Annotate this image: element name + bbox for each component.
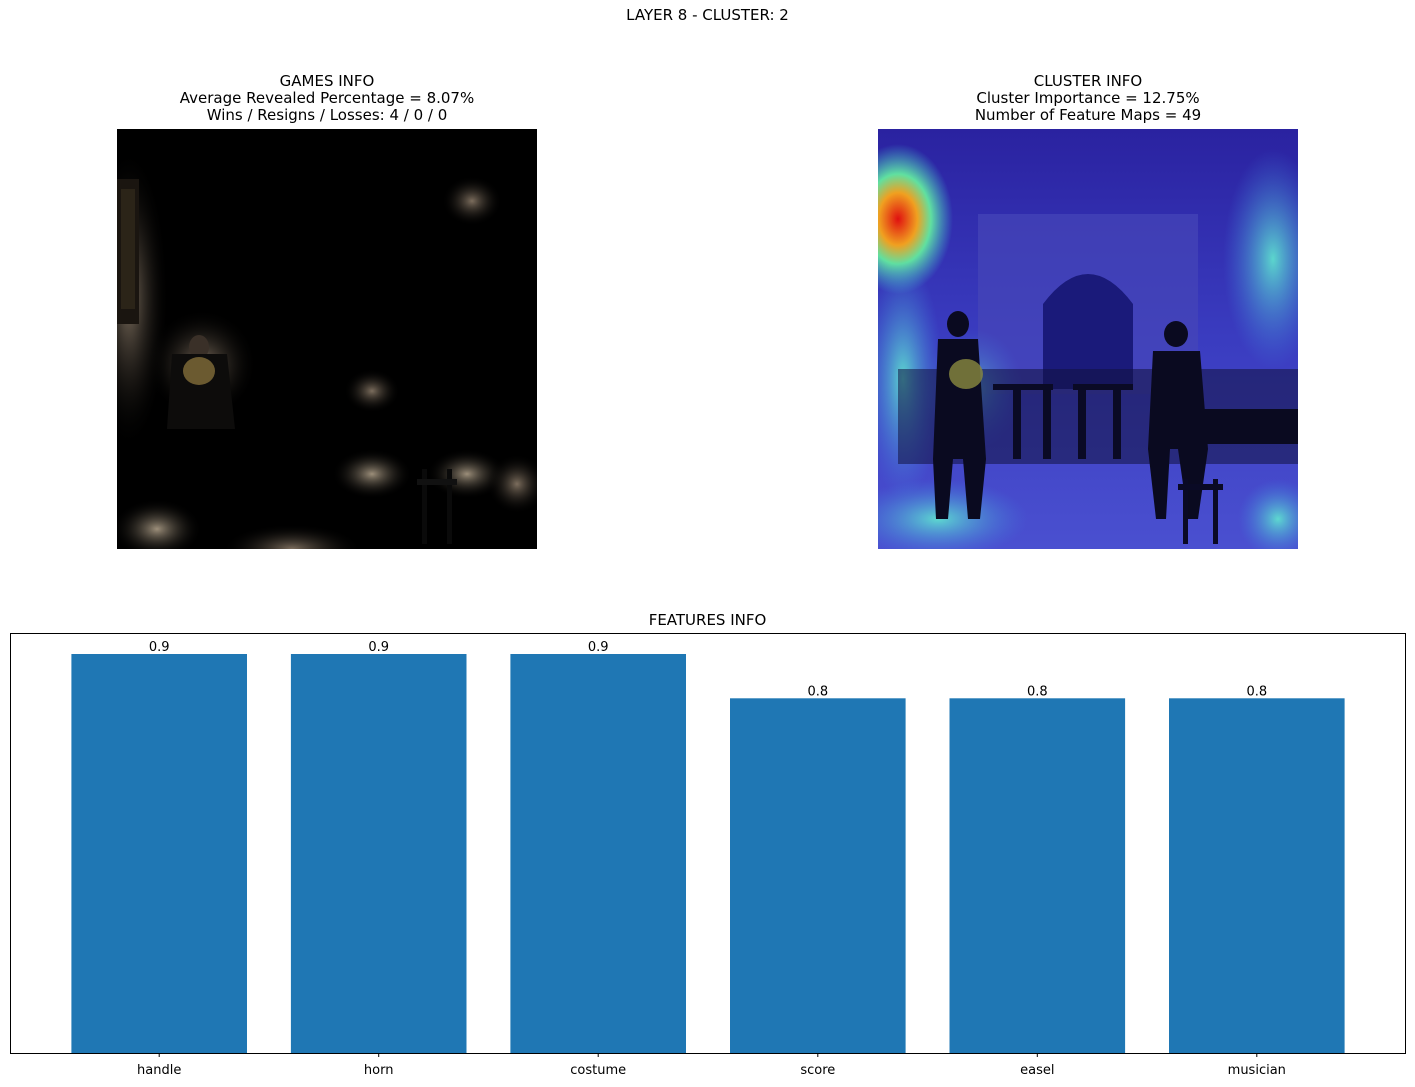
cluster-importance: Cluster Importance = 12.75% (976, 89, 1200, 107)
x-tick-label-score: score (800, 1063, 835, 1078)
bar-easel (949, 698, 1126, 1053)
bar-costume (510, 654, 686, 1053)
x-tick-label-horn: horn (364, 1063, 394, 1078)
x-tick-label-musician: musician (1228, 1063, 1286, 1078)
bar-horn (290, 654, 467, 1053)
figure-title: LAYER 8 - CLUSTER: 2 (626, 6, 789, 24)
cluster-heatmap-image (878, 129, 1298, 549)
cluster-info-title: CLUSTER INFO Cluster Importance = 12.75%… (878, 73, 1298, 124)
feature-map-count: Number of Feature Maps = 49 (974, 106, 1202, 124)
features-bar-chart: 0.9 handle 0.9 horn 0.9 costume 0.8 score 0.8 eas… (10, 633, 1406, 1078)
bar-value-label-score: 0.8 (807, 684, 828, 699)
games-info-heading: GAMES INFO (279, 72, 375, 90)
bar-handle (71, 654, 248, 1053)
games-info-title: GAMES INFO Average Revealed Percentage =… (117, 73, 537, 124)
x-tick-label-handle: handle (137, 1063, 181, 1078)
wins-resigns-losses: Wins / Resigns / Losses: 4 / 0 / 0 (206, 106, 448, 124)
games-masked-image (117, 129, 537, 549)
cluster-info-heading: CLUSTER INFO (1033, 72, 1143, 90)
average-revealed-percentage: Average Revealed Percentage = 8.07% (179, 89, 475, 107)
bar-value-label-easel: 0.8 (1027, 684, 1048, 699)
bars-layer: 0.9 handle 0.9 horn 0.9 costume 0.8 score 0.8 eas… (71, 640, 1345, 1078)
bar-value-label-musician: 0.8 (1246, 684, 1267, 699)
bar-musician (1169, 698, 1345, 1053)
bar-value-label-handle: 0.9 (149, 640, 170, 655)
x-tick-label-costume: costume (570, 1063, 626, 1078)
bar-score (730, 698, 906, 1053)
plot-frame (10, 633, 1406, 1054)
bar-value-label-costume: 0.9 (588, 640, 609, 655)
features-info-title: FEATURES INFO (648, 611, 767, 629)
x-tick-label-easel: easel (1020, 1063, 1054, 1078)
bar-value-label-horn: 0.9 (368, 640, 389, 655)
